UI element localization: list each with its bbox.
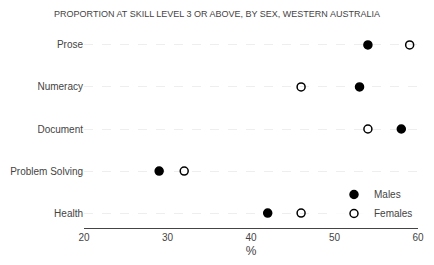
svg-text:20: 20 [78, 232, 90, 243]
svg-text:40: 40 [245, 232, 257, 243]
svg-text:PROPORTION AT SKILL LEVEL 3 OR: PROPORTION AT SKILL LEVEL 3 OR ABOVE, BY… [54, 9, 380, 19]
svg-text:Health: Health [54, 208, 83, 219]
svg-text:Problem Solving: Problem Solving [10, 166, 83, 177]
svg-text:Females: Females [374, 208, 412, 219]
svg-text:60: 60 [412, 232, 424, 243]
svg-text:%: % [246, 244, 257, 258]
svg-text:50: 50 [329, 232, 341, 243]
svg-text:30: 30 [162, 232, 174, 243]
svg-text:Numeracy: Numeracy [37, 81, 83, 92]
svg-text:Males: Males [374, 189, 401, 200]
svg-text:Prose: Prose [57, 39, 84, 50]
svg-text:Document: Document [37, 124, 83, 135]
